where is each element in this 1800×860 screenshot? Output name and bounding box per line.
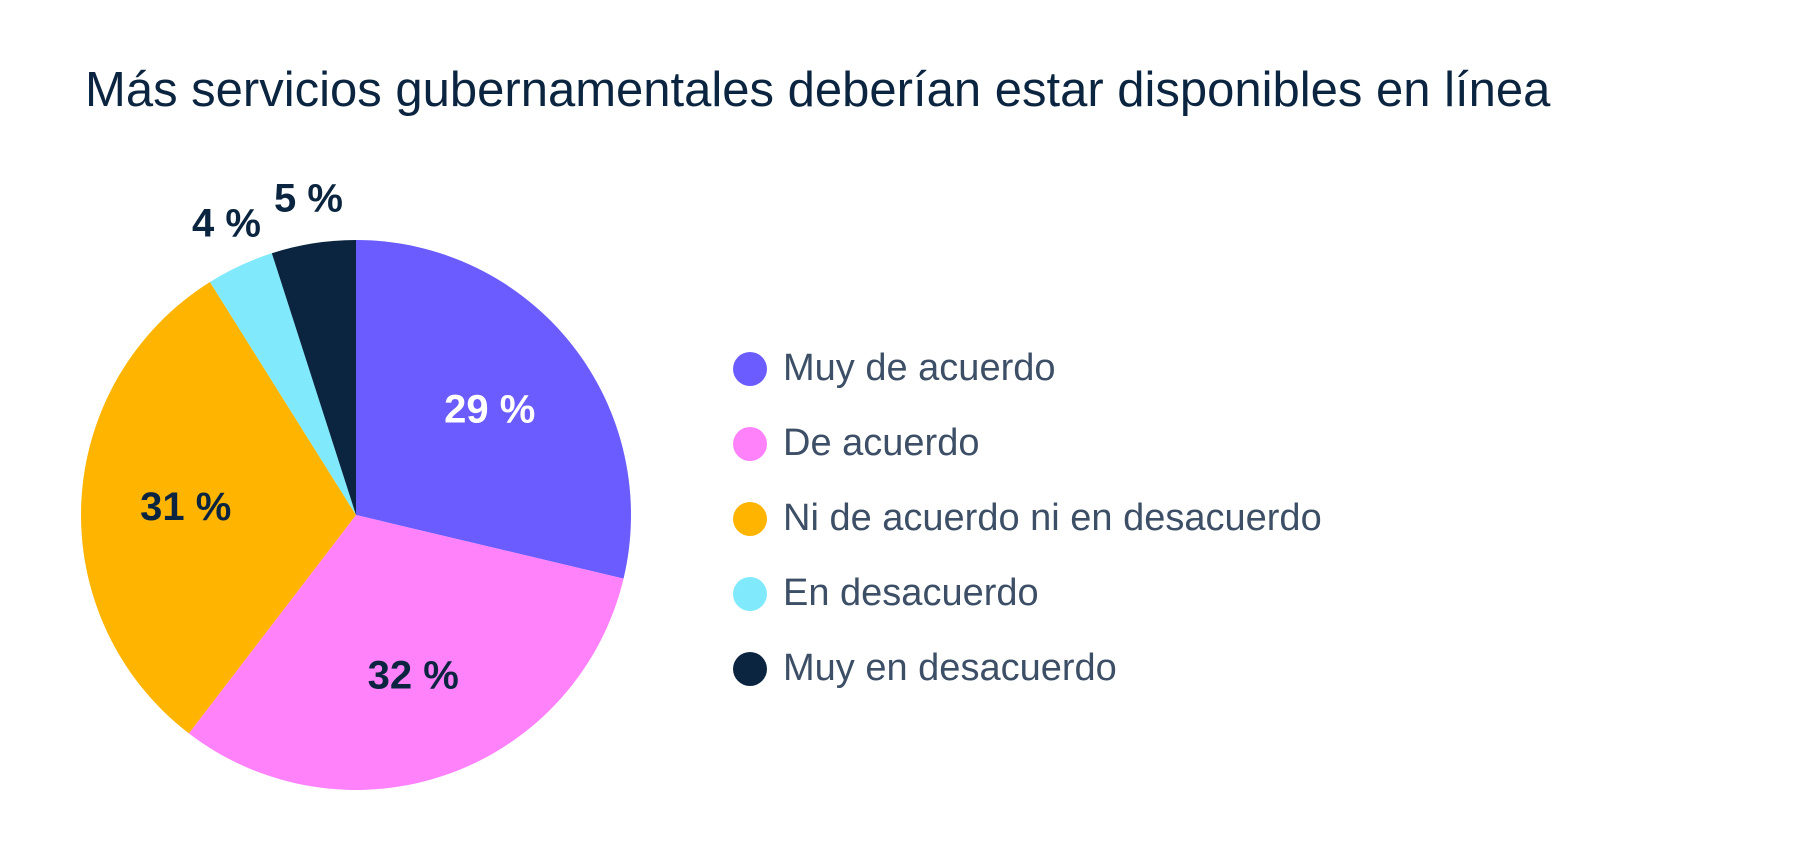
legend-swatch (733, 501, 767, 536)
legend-label: En desacuerdo (783, 572, 1039, 614)
legend-label: Muy de acuerdo (783, 347, 1056, 389)
chart-title: Más servicios gubernamentales deberían e… (85, 63, 1551, 117)
legend-item-muy-en-desacuerdo: Muy en desacuerdo (733, 631, 1322, 706)
slice-label-muy-de-acuerdo: 29 % (444, 387, 535, 431)
slice-label-de-acuerdo: 32 % (368, 654, 459, 698)
legend-item-muy-de-acuerdo: Muy de acuerdo (733, 331, 1322, 406)
legend-item-ni-de-acuerdo-ni-en-desacuerdo: Ni de acuerdo ni en desacuerdo (733, 481, 1322, 556)
legend-swatch (733, 576, 767, 611)
pie-slice-muy-de-acuerdo (356, 240, 631, 579)
slice-label-en-desacuerdo: 4 % (192, 202, 261, 246)
legend-item-en-desacuerdo: En desacuerdo (733, 556, 1322, 631)
legend-swatch (733, 351, 767, 386)
pie-slice-en-desacuerdo (209, 253, 356, 515)
pie-slice-de-acuerdo (188, 515, 624, 791)
legend-label: De acuerdo (783, 422, 980, 464)
legend-item-de-acuerdo: De acuerdo (733, 406, 1322, 481)
pie-slice-muy-en-desacuerdo (271, 240, 356, 515)
legend-label: Ni de acuerdo ni en desacuerdo (783, 497, 1322, 539)
legend-swatch (733, 651, 767, 686)
slice-label-ni-de-acuerdo-ni-en-desacuerdo: 31 % (140, 485, 231, 529)
slice-label-muy-en-desacuerdo: 5 % (274, 177, 343, 221)
legend-label: Muy en desacuerdo (783, 647, 1117, 689)
pie-slice-ni-de-acuerdo-ni-en-desacuerdo (80, 281, 356, 734)
legend: Muy de acuerdo De acuerdo Ni de acuerdo ni… (733, 331, 1322, 706)
legend-swatch (733, 426, 767, 461)
